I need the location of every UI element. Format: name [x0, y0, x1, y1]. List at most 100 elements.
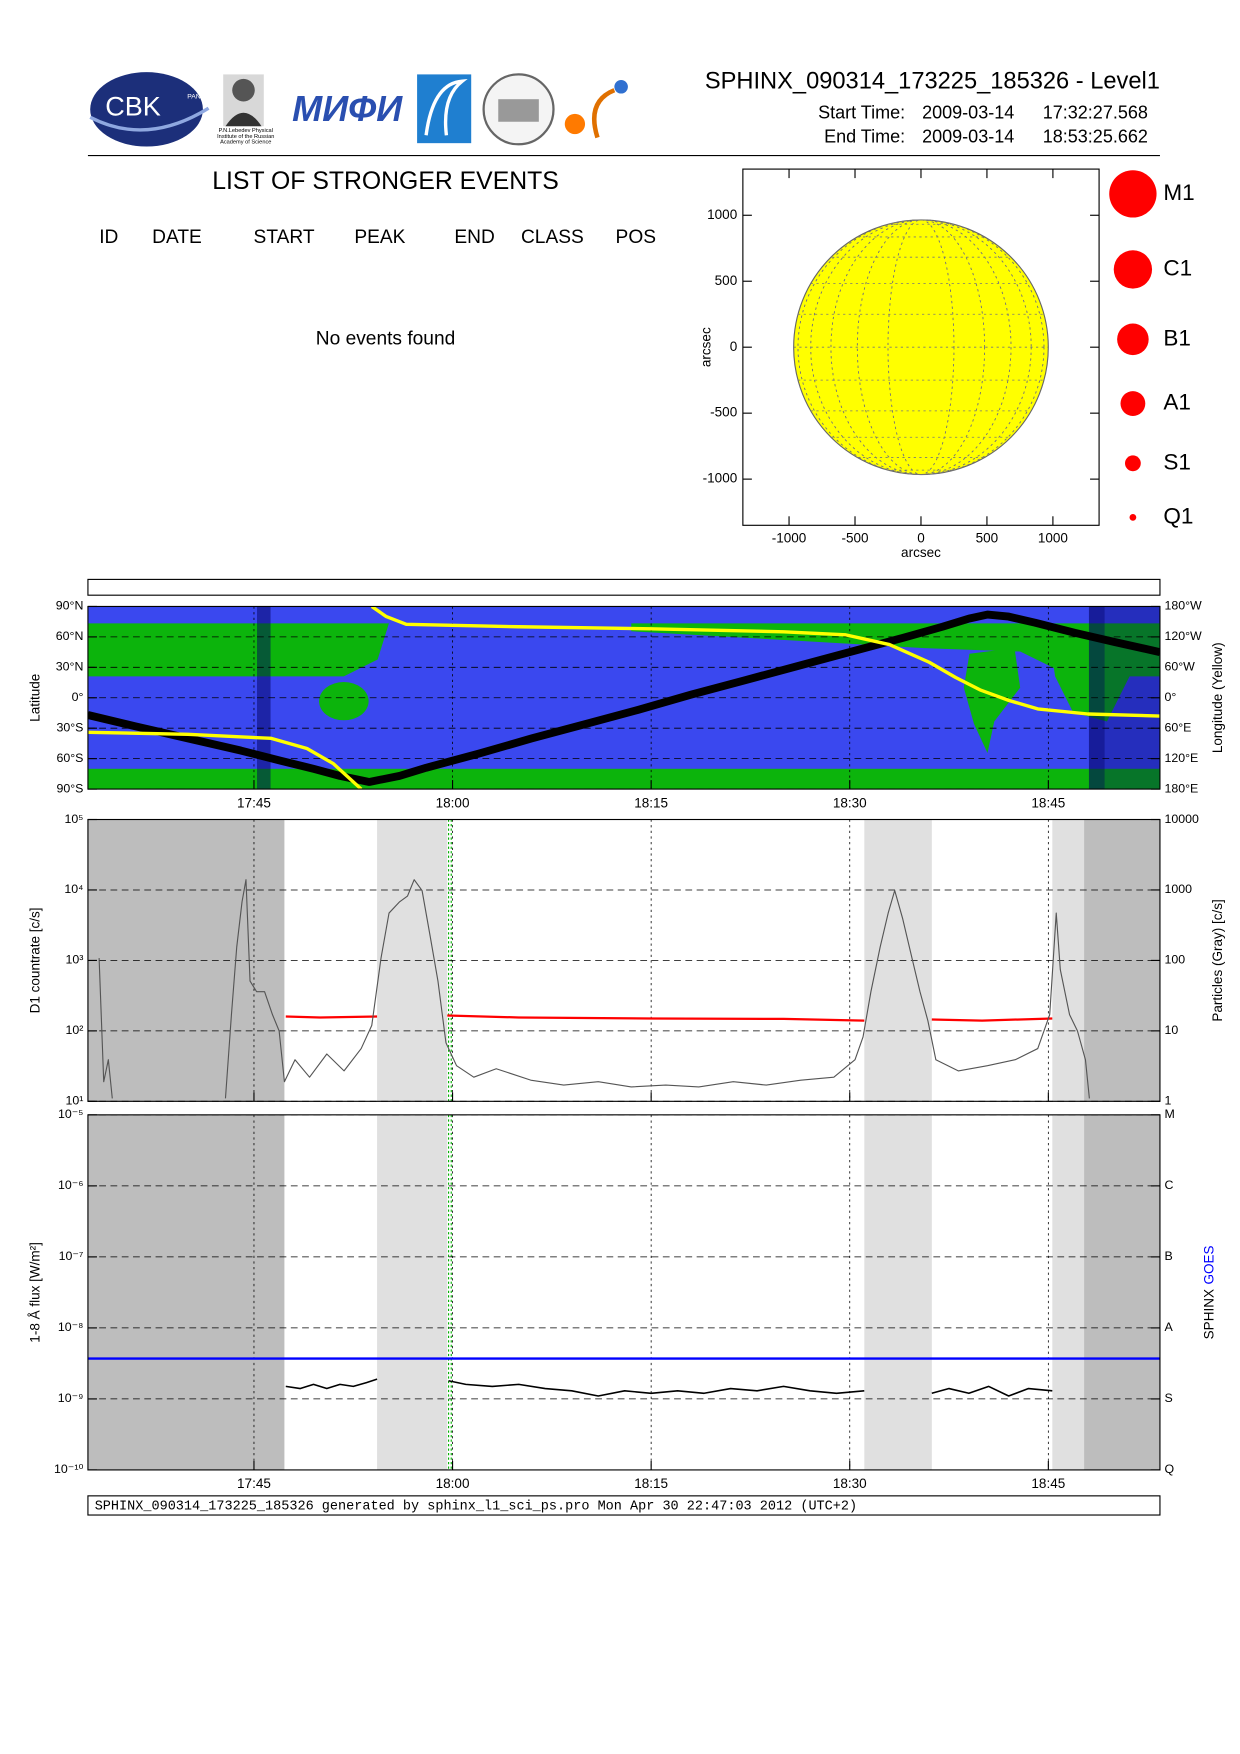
x-axis-label: arcsec — [901, 545, 941, 560]
y-tick-label: -1000 — [703, 471, 738, 486]
y2-tick-label: 1000 — [1164, 882, 1192, 896]
y2-tick-label: 10 — [1164, 1023, 1178, 1037]
y2-tick-label: 120°W — [1164, 629, 1202, 643]
x-tick-label: 18:00 — [436, 1476, 470, 1491]
shaded-interval — [87, 1114, 285, 1470]
cbk-swoosh — [89, 106, 210, 132]
class-label: Q1 — [1163, 503, 1193, 528]
event-column: PEAK — [354, 227, 405, 248]
class-label: B1 — [1163, 325, 1191, 350]
x-tick-label: 18:45 — [1031, 795, 1065, 810]
legend: SPHINX GOES — [1201, 1245, 1216, 1339]
event-column: START — [254, 227, 315, 248]
y-tick-label: 60°N — [56, 629, 84, 643]
y2-tick-label: 10000 — [1164, 812, 1199, 826]
x-tick-label: 1000 — [1038, 530, 1068, 545]
y-tick-label: 10⁴ — [64, 882, 83, 896]
class-symbol — [1113, 250, 1153, 289]
event-column: POS — [616, 227, 656, 248]
y-tick-label: 10³ — [66, 953, 84, 967]
class-label: C1 — [1163, 255, 1192, 280]
y-tick-label: 500 — [715, 273, 738, 288]
class-label: A1 — [1163, 390, 1191, 415]
events-title: LIST OF STRONGER EVENTS — [212, 168, 559, 195]
land — [87, 768, 1160, 790]
x-tick-label: 18:45 — [1031, 1476, 1065, 1491]
y-tick-label: 10⁻⁶ — [58, 1178, 83, 1192]
mifi-logo: МИФИ — [292, 88, 403, 129]
night-band — [257, 606, 271, 790]
class-symbol — [1129, 514, 1137, 521]
lebedev-line: Academy of Science — [220, 140, 271, 146]
y2-tick-label: S — [1164, 1391, 1172, 1405]
empty-box — [87, 578, 1161, 596]
y-tick-label: 10⁻⁷ — [59, 1249, 84, 1263]
lebedev-line: P.N.Lebedev Physical — [219, 128, 273, 134]
event-column: DATE — [152, 227, 202, 248]
y2-axis-label: Particles (Gray) [c/s] — [1210, 899, 1225, 1021]
y-tick-label: 90°N — [56, 599, 84, 613]
event-columns: ID DATE START PEAK END CLASS POS — [99, 227, 656, 248]
y2-tick-label: 100 — [1164, 953, 1185, 967]
class-symbol — [1120, 391, 1146, 416]
y-tick-label: 90°S — [56, 781, 83, 795]
end-date: 2009-03-14 — [922, 126, 1014, 146]
plot-frame — [742, 168, 1100, 526]
meridian — [830, 219, 1012, 475]
series-line — [285, 1014, 1053, 1022]
plot-frame — [87, 818, 1161, 1102]
x-tick-label: 18:00 — [436, 795, 470, 810]
end-label: End Time: — [824, 126, 905, 146]
shaded-interval — [1052, 819, 1085, 1102]
y2-tick-label: A — [1164, 1320, 1173, 1334]
sun-logo-arc — [592, 88, 616, 139]
y2-tick-label: C — [1164, 1178, 1173, 1192]
legend-entry: SPHINX — [1201, 1289, 1216, 1339]
y2-tick-label: M — [1164, 1107, 1174, 1121]
x-tick-label: -500 — [841, 530, 868, 545]
land — [87, 623, 389, 677]
y-axis-label: D1 countrate [c/s] — [28, 907, 43, 1013]
land — [963, 648, 1021, 754]
y2-tick-label: 180°W — [1164, 599, 1202, 613]
class-label: M1 — [1163, 180, 1194, 205]
x-tick-label: 18:30 — [833, 1476, 867, 1491]
y-tick-label: -500 — [710, 405, 737, 420]
y-tick-label: 10⁵ — [65, 812, 84, 826]
land — [319, 681, 369, 721]
y2-tick-label: 60°W — [1164, 660, 1195, 674]
series-line — [285, 1378, 1053, 1397]
shaded-interval — [864, 819, 932, 1102]
x-tick-label: 17:45 — [237, 1476, 271, 1491]
y-tick-label: 0° — [72, 690, 84, 704]
portrait-body — [225, 112, 262, 127]
earth-logo — [614, 80, 628, 94]
shaded-interval — [377, 819, 448, 1102]
shaded-interval — [87, 819, 285, 1102]
events-message: No events found — [316, 328, 456, 349]
building — [498, 99, 539, 122]
shaded-interval — [864, 1114, 932, 1470]
plot-frame — [87, 605, 1161, 790]
cbk-text: CBK — [105, 91, 161, 121]
y2-tick-label: 180°E — [1164, 781, 1198, 795]
legend-entry: GOES — [1201, 1245, 1216, 1284]
shaded-interval — [1084, 1114, 1160, 1470]
shaded-interval — [1052, 1114, 1085, 1470]
y-tick-label: 10⁻⁹ — [58, 1391, 84, 1405]
x-tick-label: 17:45 — [237, 795, 271, 810]
y-tick-label: 10⁻⁸ — [58, 1320, 84, 1334]
event-column: END — [454, 227, 494, 248]
start-time: 17:32:27.568 — [1043, 103, 1148, 123]
pan-text: PAN — [187, 94, 201, 101]
footer-text: SPHINX_090314_173225_185326 generated by… — [95, 1500, 857, 1515]
sun-logo — [564, 113, 586, 135]
series-line — [98, 879, 1090, 1099]
plot-frame — [87, 1114, 1161, 1471]
y2-tick-label: 1 — [1164, 1094, 1171, 1108]
series-line — [87, 610, 1160, 786]
y-axis-label: Latitude — [28, 674, 43, 722]
meridian — [797, 219, 1045, 475]
